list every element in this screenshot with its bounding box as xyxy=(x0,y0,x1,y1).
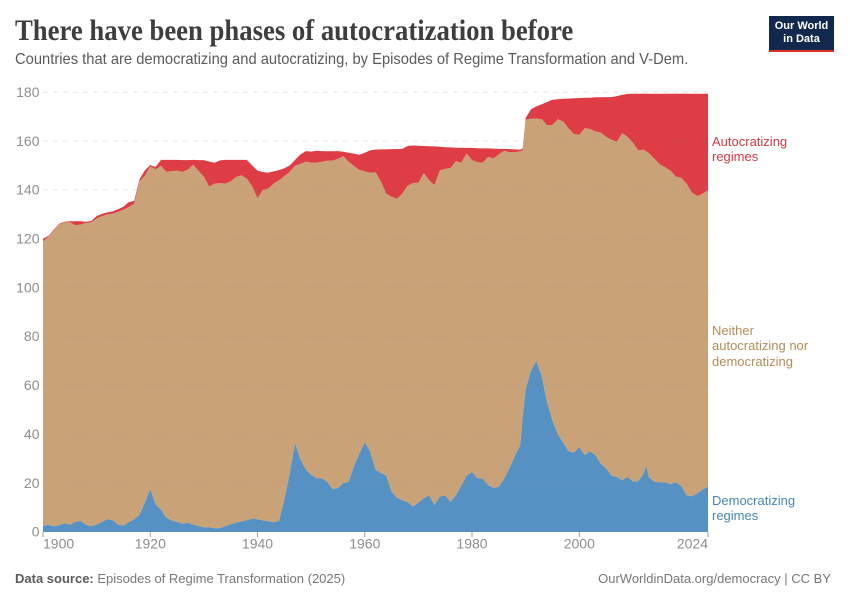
svg-text:20: 20 xyxy=(24,475,40,491)
svg-text:1900: 1900 xyxy=(43,536,74,552)
svg-text:40: 40 xyxy=(24,426,40,442)
svg-text:60: 60 xyxy=(24,377,40,393)
svg-text:120: 120 xyxy=(16,231,40,247)
svg-text:2024: 2024 xyxy=(677,536,708,552)
svg-text:180: 180 xyxy=(16,84,40,100)
svg-text:100: 100 xyxy=(16,279,40,295)
svg-text:2000: 2000 xyxy=(564,536,595,552)
svg-text:80: 80 xyxy=(24,328,40,344)
svg-text:1920: 1920 xyxy=(135,536,166,552)
svg-text:160: 160 xyxy=(16,133,40,149)
svg-text:1980: 1980 xyxy=(456,536,487,552)
svg-text:1940: 1940 xyxy=(242,536,273,552)
svg-text:0: 0 xyxy=(32,524,40,540)
svg-text:140: 140 xyxy=(16,182,40,198)
svg-text:1960: 1960 xyxy=(349,536,380,552)
